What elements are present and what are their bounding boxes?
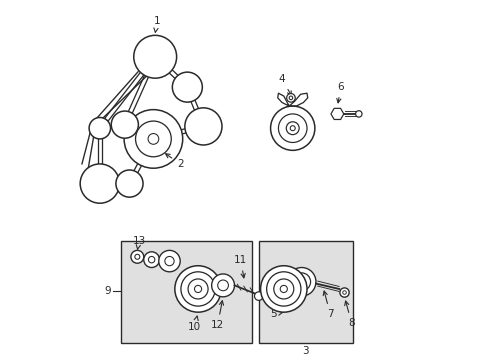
Text: 8: 8 bbox=[344, 301, 354, 328]
Circle shape bbox=[288, 96, 292, 100]
Text: 12: 12 bbox=[211, 301, 224, 330]
Circle shape bbox=[159, 250, 180, 272]
Circle shape bbox=[148, 256, 155, 263]
Circle shape bbox=[290, 126, 295, 131]
Text: 7: 7 bbox=[323, 291, 333, 319]
Circle shape bbox=[287, 267, 315, 296]
Circle shape bbox=[270, 106, 314, 150]
Circle shape bbox=[285, 122, 299, 135]
Circle shape bbox=[116, 170, 143, 197]
Text: 13: 13 bbox=[132, 236, 145, 249]
Circle shape bbox=[124, 110, 183, 168]
Bar bbox=[258, 241, 353, 342]
Circle shape bbox=[217, 280, 228, 291]
Circle shape bbox=[164, 256, 174, 266]
Text: 4: 4 bbox=[278, 74, 291, 95]
Text: 11: 11 bbox=[234, 255, 247, 278]
Circle shape bbox=[355, 111, 361, 117]
Circle shape bbox=[298, 278, 305, 285]
Circle shape bbox=[266, 272, 300, 306]
Text: 3: 3 bbox=[302, 346, 308, 356]
Text: 2: 2 bbox=[165, 154, 183, 169]
Circle shape bbox=[188, 279, 207, 299]
Circle shape bbox=[134, 35, 176, 78]
Circle shape bbox=[342, 291, 346, 294]
Circle shape bbox=[184, 108, 222, 145]
Circle shape bbox=[111, 111, 138, 138]
Circle shape bbox=[135, 121, 171, 157]
Circle shape bbox=[175, 266, 221, 312]
Circle shape bbox=[292, 273, 310, 291]
Circle shape bbox=[339, 288, 348, 297]
Text: 1: 1 bbox=[153, 16, 160, 32]
Circle shape bbox=[148, 134, 159, 144]
Circle shape bbox=[254, 292, 263, 300]
Circle shape bbox=[273, 279, 293, 299]
Circle shape bbox=[143, 252, 159, 267]
Text: 5: 5 bbox=[270, 309, 283, 319]
Circle shape bbox=[211, 274, 234, 297]
Circle shape bbox=[131, 250, 143, 263]
Circle shape bbox=[172, 72, 202, 102]
Circle shape bbox=[260, 266, 306, 312]
Circle shape bbox=[194, 285, 201, 293]
Text: 10: 10 bbox=[187, 316, 201, 332]
Text: 6: 6 bbox=[336, 82, 344, 103]
Bar bbox=[121, 241, 251, 342]
Circle shape bbox=[89, 117, 110, 139]
Circle shape bbox=[280, 285, 287, 293]
Text: 9: 9 bbox=[104, 287, 111, 296]
Circle shape bbox=[278, 114, 306, 143]
Circle shape bbox=[135, 254, 140, 259]
Circle shape bbox=[181, 272, 215, 306]
Circle shape bbox=[80, 164, 119, 203]
Circle shape bbox=[286, 94, 295, 102]
